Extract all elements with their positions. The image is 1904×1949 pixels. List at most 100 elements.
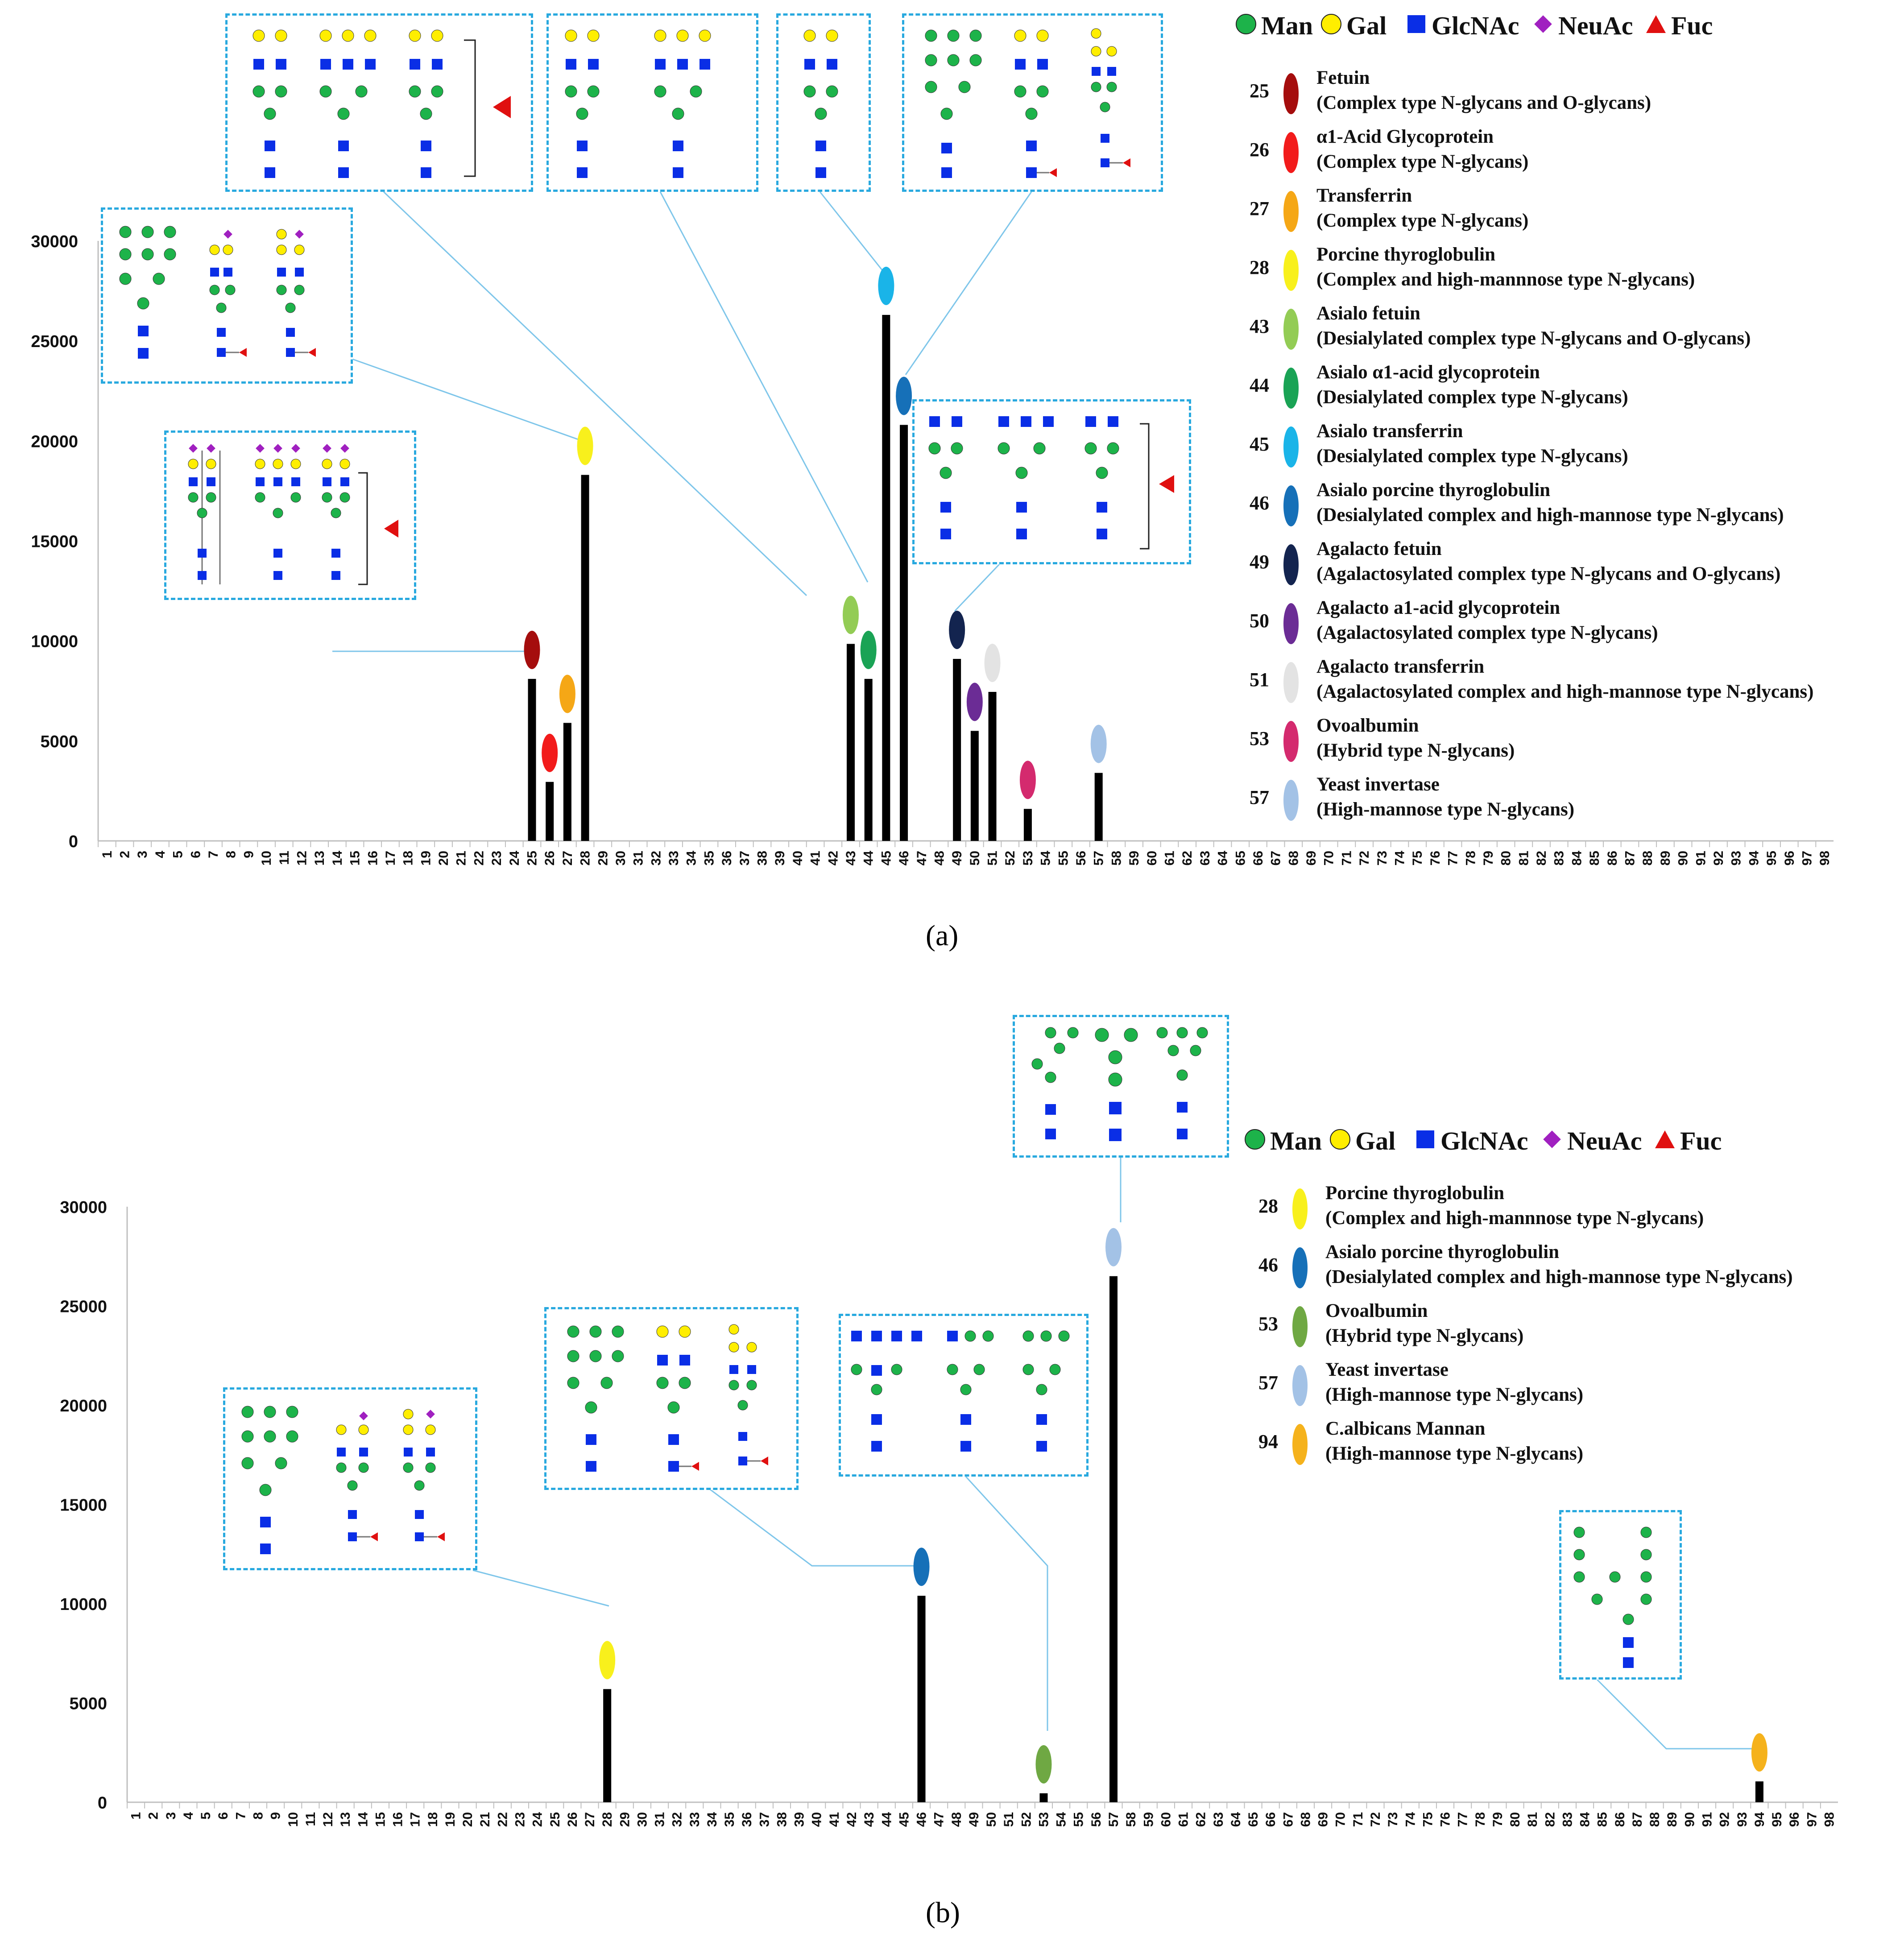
x-tick-label: 12 [321, 1812, 335, 1827]
glycan-mannan [1573, 1527, 1652, 1668]
legend-entry-description: (Desialylated complex type N-glycans) [1316, 387, 1628, 408]
lectin-marker [1751, 1733, 1767, 1772]
x-tick-label: 46 [897, 851, 911, 865]
lectin-marker [878, 266, 894, 305]
legend-entries: 28 Porcine thyroglobulin (Complex and high… [1242, 1182, 1894, 1477]
x-tick-label: 33 [666, 851, 681, 865]
x-tick-label: 17 [408, 1812, 423, 1827]
legend-entry-description: (Agalactosylated complex type N-glycans) [1316, 622, 1658, 643]
legend-entry-number: 27 [1250, 198, 1269, 219]
x-tick-label: 16 [365, 851, 380, 865]
x-tick-label: 97 [1800, 851, 1814, 865]
legend-entry-name: Transferrin [1316, 185, 1412, 206]
glycan-structures-box [839, 1314, 1089, 1477]
x-tick-label: 52 [1019, 1812, 1034, 1827]
x-tick-label: 91 [1700, 1812, 1715, 1827]
x-tick-label: 74 [1393, 851, 1407, 866]
y-tick-label: 30000 [60, 1198, 107, 1217]
x-tick-label: 98 [1817, 851, 1832, 865]
glycan-structures-box [912, 399, 1191, 564]
panel-label-a: (a) [926, 919, 959, 952]
x-tick-label: 3 [164, 1812, 178, 1820]
x-tick-label: 86 [1605, 851, 1620, 865]
x-tick-label: 31 [653, 1812, 667, 1827]
glycan-complex-fucosylated-3 [336, 1411, 378, 1541]
legend-entry-number: 26 [1250, 139, 1269, 161]
legend-entry-number: 49 [1250, 551, 1269, 573]
x-tick-label: 68 [1286, 851, 1301, 865]
lectin-marker [1019, 761, 1036, 799]
x-tick-label: 26 [542, 851, 557, 865]
triangle-icon [1646, 15, 1666, 33]
x-tick-label: 60 [1159, 1812, 1173, 1827]
x-tick-label: 97 [1805, 1812, 1819, 1827]
x-tick-label: 91 [1693, 851, 1708, 865]
y-tick-label: 15000 [60, 1496, 107, 1515]
x-tick-label: 69 [1316, 1812, 1331, 1827]
x-tick-label: 70 [1322, 851, 1337, 865]
x-tick-label: 70 [1333, 1812, 1348, 1827]
glycan-man5 [1095, 1028, 1138, 1141]
x-tick-label: 32 [649, 851, 663, 865]
lectin-marker [896, 377, 912, 415]
legend-entry: 53 Ovoalbumin (Hybrid type N-glycans) [1233, 715, 1894, 768]
lectin-marker [966, 683, 983, 721]
x-tick-label: 55 [1072, 1812, 1086, 1827]
leader-line [819, 191, 886, 275]
x-tick-label: 59 [1141, 1812, 1156, 1827]
x-tick-label: 37 [757, 1812, 772, 1827]
x-tick-label: 16 [391, 1812, 406, 1827]
x-tick-label: 95 [1764, 851, 1779, 865]
legend-entry: 28 Porcine thyroglobulin (Complex and high… [1242, 1182, 1894, 1236]
x-tick-label: 4 [153, 851, 168, 858]
circle-icon [1236, 14, 1256, 34]
legend-color-marker [1283, 309, 1299, 350]
x-tick-label: 56 [1074, 851, 1089, 865]
x-tick-label: 85 [1595, 1812, 1610, 1827]
x-tick-label: 25 [548, 1812, 563, 1827]
x-tick-label: 39 [792, 1812, 807, 1827]
x-tick-label: 38 [755, 851, 770, 865]
x-tick-label: 18 [426, 1812, 440, 1827]
x-tick-label: 21 [478, 1812, 493, 1827]
leader-line [1596, 1679, 1753, 1750]
x-tick-label: 35 [702, 851, 716, 865]
legend-entry: 53 Ovoalbumin (Hybrid type N-glycans) [1242, 1300, 1894, 1353]
leader-line [905, 191, 1032, 375]
y-tick-label: 10000 [60, 1595, 107, 1614]
circle-icon [1330, 1129, 1350, 1150]
glycan-agalacto-biantennary [928, 416, 963, 539]
legend-entry: 25 Fetuin (Complex type N-glycans and O-gl… [1233, 67, 1894, 120]
x-tick-label: 13 [338, 1812, 353, 1827]
x-tick-label: 10 [286, 1812, 301, 1827]
glycan-structures-box [1559, 1510, 1682, 1680]
x-tick-label: 43 [862, 1812, 877, 1827]
legend-entry-description: (Hybrid type N-glycans) [1325, 1325, 1524, 1346]
x-tick-label: 17 [383, 851, 398, 865]
y-tick-label: 15000 [31, 533, 78, 551]
y-tick-label: 5000 [40, 732, 78, 751]
leader-line [352, 358, 585, 443]
legend-entry-number: 57 [1258, 1372, 1278, 1394]
x-tick-label: 88 [1640, 851, 1655, 865]
legend-entry-number: 94 [1258, 1431, 1278, 1452]
legend-entry-description: (High-mannose type N-glycans) [1316, 799, 1575, 820]
bar [900, 425, 908, 841]
x-tick-label: 2 [146, 1812, 161, 1820]
legend-entry: 49 Agalacto fetuin (Agalactosylated comple… [1233, 538, 1894, 592]
legend-entry-name: Ovoalbumin [1316, 715, 1419, 736]
x-tick-label: 98 [1822, 1812, 1837, 1827]
key-label: Man [1270, 1126, 1322, 1155]
x-tick-label: 34 [684, 851, 699, 866]
lectin-marker [577, 426, 593, 465]
key-label: Fuc [1671, 11, 1713, 40]
legend-entry-description: (Complex type N-glycans) [1316, 151, 1529, 172]
glycan-agalacto-triantennary [998, 416, 1054, 539]
x-tick-label: 75 [1410, 851, 1425, 865]
x-tick-label: 50 [984, 1812, 999, 1827]
diamond-icon [1534, 15, 1552, 33]
y-tick-label: 25000 [60, 1298, 107, 1316]
x-tick-label: 14 [330, 851, 345, 866]
bar [603, 1689, 612, 1802]
